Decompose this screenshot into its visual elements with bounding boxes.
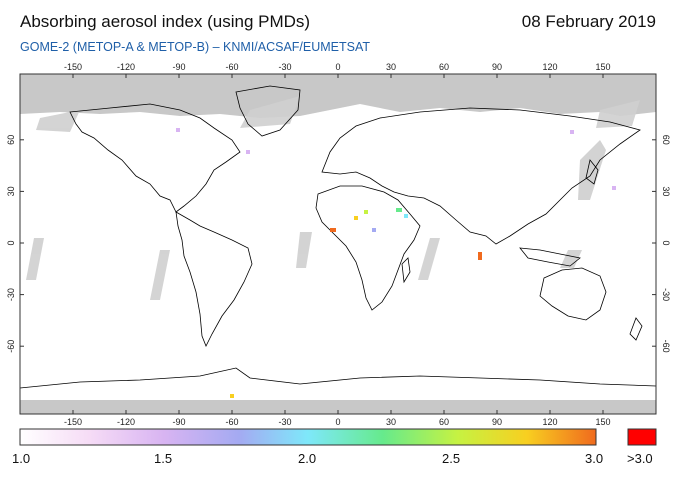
lat-tick-label-right: -60 bbox=[661, 340, 671, 353]
eurasia-coast bbox=[321, 107, 641, 245]
map-subtitle: GOME-2 (METOP-A & METOP-B) – KNMI/ACSAF/… bbox=[20, 40, 371, 54]
lat-ticks-left: 60 30 0 -30 -60 bbox=[6, 135, 24, 353]
lon-tick-label-bottom: -60 bbox=[225, 417, 238, 427]
australia-coast bbox=[539, 267, 607, 321]
lat-tick-label-left: -30 bbox=[6, 288, 16, 301]
lon-tick-label-top: -60 bbox=[225, 62, 238, 72]
lon-tick-label-bottom: -120 bbox=[117, 417, 135, 427]
colorbar-label-1: 1.0 bbox=[12, 451, 31, 466]
lon-tick-label-bottom: -150 bbox=[64, 417, 82, 427]
antarctica-coast bbox=[20, 367, 656, 389]
lat-tick-label-right: -30 bbox=[661, 288, 671, 301]
colorbar-label-4: 2.5 bbox=[442, 451, 461, 466]
colorbar-over-swatch bbox=[627, 428, 657, 446]
greenland-coast bbox=[235, 85, 301, 137]
indonesia-coast bbox=[519, 247, 581, 267]
colorbar-label-5: 3.0 bbox=[585, 451, 604, 466]
lon-tick-label-top: 60 bbox=[439, 62, 449, 72]
lon-tick-label-top: -30 bbox=[278, 62, 291, 72]
coastlines bbox=[20, 85, 656, 389]
lat-tick-label-left: 0 bbox=[6, 240, 16, 245]
lat-tick-label-left: 30 bbox=[6, 186, 16, 196]
lon-tick-label-top: 90 bbox=[492, 62, 502, 72]
colorbar-label-3: 2.0 bbox=[298, 451, 317, 466]
lon-tick-label-top: -90 bbox=[172, 62, 185, 72]
swath-gaps bbox=[26, 96, 640, 300]
south-america-coast bbox=[175, 211, 253, 347]
north-america-coast bbox=[69, 103, 241, 213]
lat-tick-label-left: 60 bbox=[6, 135, 16, 145]
lon-tick-label-bottom: 30 bbox=[386, 417, 396, 427]
lat-tick-label-right: 0 bbox=[661, 240, 671, 245]
lon-ticks-top: -150 -120 -90 -60 -30 0 30 60 90 120 150 bbox=[64, 62, 611, 78]
colorbar-over-label: >3.0 bbox=[627, 451, 653, 466]
lon-tick-label-top: 150 bbox=[595, 62, 610, 72]
lon-tick-label-bottom: -90 bbox=[172, 417, 185, 427]
map-title: Absorbing aerosol index (using PMDs) bbox=[20, 12, 311, 31]
map-background bbox=[20, 74, 656, 414]
madagascar-coast bbox=[401, 257, 411, 284]
lon-tick-label-bottom: -30 bbox=[278, 417, 291, 427]
lon-ticks-bottom: -150 -120 -90 -60 -30 0 30 60 90 120 150 bbox=[64, 410, 611, 427]
lon-tick-label-top: 120 bbox=[542, 62, 557, 72]
colorbar bbox=[19, 428, 597, 446]
lon-tick-label-top: -120 bbox=[117, 62, 135, 72]
lat-tick-label-right: 30 bbox=[661, 186, 671, 196]
lat-ticks-right: 60 30 0 -30 -60 bbox=[652, 135, 671, 353]
lon-tick-label-top: 0 bbox=[335, 62, 340, 72]
lon-tick-label-bottom: 120 bbox=[542, 417, 557, 427]
lon-tick-label-top: -150 bbox=[64, 62, 82, 72]
map-layers bbox=[20, 74, 656, 414]
no-data-arctic bbox=[20, 74, 656, 118]
lon-tick-label-bottom: 0 bbox=[335, 417, 340, 427]
aerosol-pixels bbox=[176, 128, 616, 398]
japan-coast bbox=[585, 159, 599, 185]
lon-tick-label-bottom: 60 bbox=[439, 417, 449, 427]
new-zealand-coast bbox=[629, 317, 643, 341]
lon-tick-label-bottom: 90 bbox=[492, 417, 502, 427]
map-date: 08 February 2019 bbox=[521, 12, 656, 31]
africa-coast bbox=[315, 185, 421, 311]
colorbar-label-2: 1.5 bbox=[154, 451, 173, 466]
lat-tick-label-right: 60 bbox=[661, 135, 671, 145]
lon-tick-label-top: 30 bbox=[386, 62, 396, 72]
lon-tick-label-bottom: 150 bbox=[595, 417, 610, 427]
lat-tick-label-left: -60 bbox=[6, 340, 16, 353]
